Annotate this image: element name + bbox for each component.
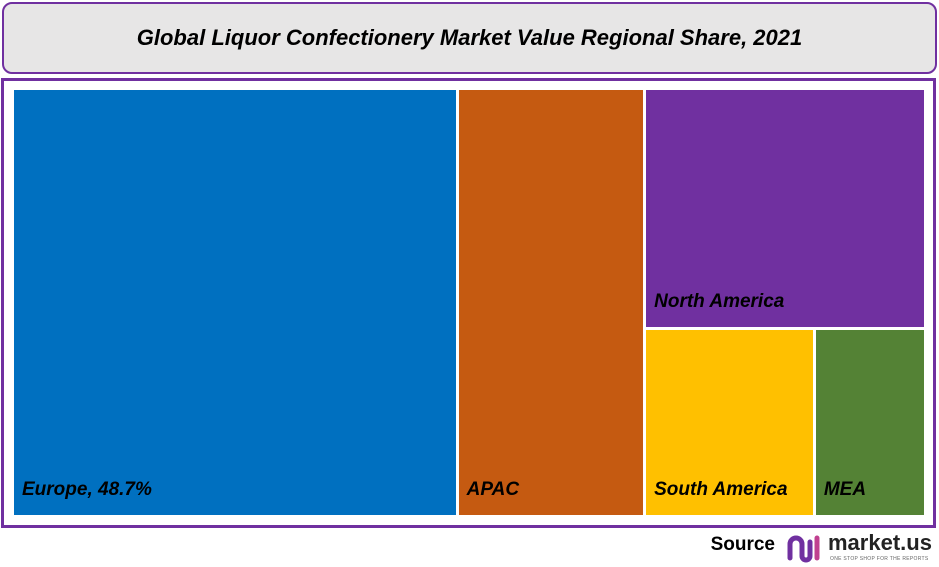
logo-icon <box>787 535 820 563</box>
treemap-cell: APAC <box>458 90 644 515</box>
cell-label: Europe, 48.7% <box>22 479 152 500</box>
brand-name: market.us <box>828 530 932 555</box>
source-label: Source <box>710 534 775 555</box>
cell-label: MEA <box>823 478 867 500</box>
treemap-cell: MEA <box>815 329 924 515</box>
treemap-cell: South America <box>646 329 813 515</box>
chart-frame <box>1 78 936 528</box>
title-box: Global Liquor Confectionery Market Value… <box>2 2 937 74</box>
brand-tagline: ONE STOP SHOP FOR THE REPORTS <box>830 556 929 562</box>
cell-label: South America <box>654 478 788 500</box>
treemap-cell: Europe, 48.7% <box>14 90 456 515</box>
plot-area: Europe, 48.7% APAC North America South Amer… <box>14 90 924 515</box>
chart-title: Global Liquor Confectionery Market Value… <box>136 25 803 50</box>
cell-label: North America <box>654 290 785 312</box>
cell-label: APAC <box>466 479 520 500</box>
treemap-cell: North America <box>646 90 924 327</box>
